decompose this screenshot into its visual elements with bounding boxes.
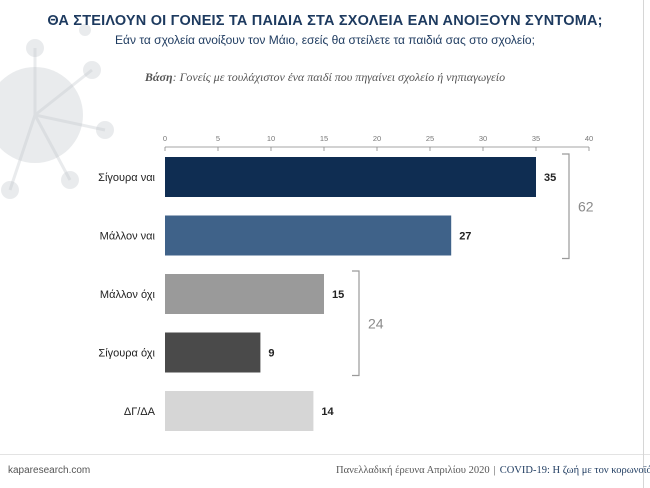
bar xyxy=(165,157,536,197)
x-tick-label: 5 xyxy=(216,134,220,143)
category-label: Μάλλον ναι xyxy=(100,231,156,243)
group-total-label: 62 xyxy=(578,198,594,214)
x-tick-label: 15 xyxy=(320,134,328,143)
footer-separator: | xyxy=(493,465,496,476)
base-text: : Γονείς με τουλάχιστον ένα παιδί που πη… xyxy=(172,70,506,84)
data-label: 9 xyxy=(268,348,274,360)
category-label: Μάλλον όχι xyxy=(100,289,156,301)
x-tick-label: 35 xyxy=(532,134,540,143)
bar xyxy=(165,274,324,314)
x-tick-label: 25 xyxy=(426,134,434,143)
group-bracket xyxy=(352,270,360,377)
x-tick-label: 20 xyxy=(373,134,381,143)
data-label: 14 xyxy=(321,406,334,418)
x-tick-label: 30 xyxy=(479,134,487,143)
category-label: Σίγουρα όχι xyxy=(98,348,155,360)
x-tick-label: 40 xyxy=(585,134,593,143)
group-bracket xyxy=(562,153,570,260)
x-tick-label: 10 xyxy=(267,134,275,143)
bar xyxy=(165,215,452,256)
footer-survey-info: Πανελλαδική έρευνα Απριλίου 2020 | COVID-1… xyxy=(336,465,650,476)
chart-title: ΘΑ ΣΤΕΙΛΟΥΝ ΟΙ ΓΟΝΕΙΣ ΤΑ ΠΑΙΔΙΑ ΣΤΑ ΣΧΟΛ… xyxy=(47,13,603,29)
chart-subtitle: Εάν τα σχολεία ανοίξουν τον Μάιο, εσείς … xyxy=(115,33,535,47)
category-label: ΔΓ/ΔΑ xyxy=(124,406,156,418)
base-note: Βάση: Γονείς με τουλάχιστον ένα παιδί πο… xyxy=(0,70,650,85)
x-tick-label: 0 xyxy=(163,134,167,143)
base-label: Βάση xyxy=(144,70,173,84)
group-total-label: 24 xyxy=(368,315,384,331)
data-label: 15 xyxy=(332,289,344,301)
footer-covid: COVID-19: Η ζωή με τον κορωνοϊό xyxy=(499,465,650,476)
footer-divider xyxy=(0,454,650,455)
footer-survey: Πανελλαδική έρευνα Απριλίου 2020 xyxy=(336,465,490,476)
footer-website: kaparesearch.com xyxy=(8,465,91,476)
bar xyxy=(165,332,261,373)
bar xyxy=(165,391,314,431)
category-label: Σίγουρα ναι xyxy=(98,172,155,184)
data-label: 35 xyxy=(544,172,556,184)
page-edge-line xyxy=(643,0,644,488)
data-label: 27 xyxy=(459,231,471,243)
